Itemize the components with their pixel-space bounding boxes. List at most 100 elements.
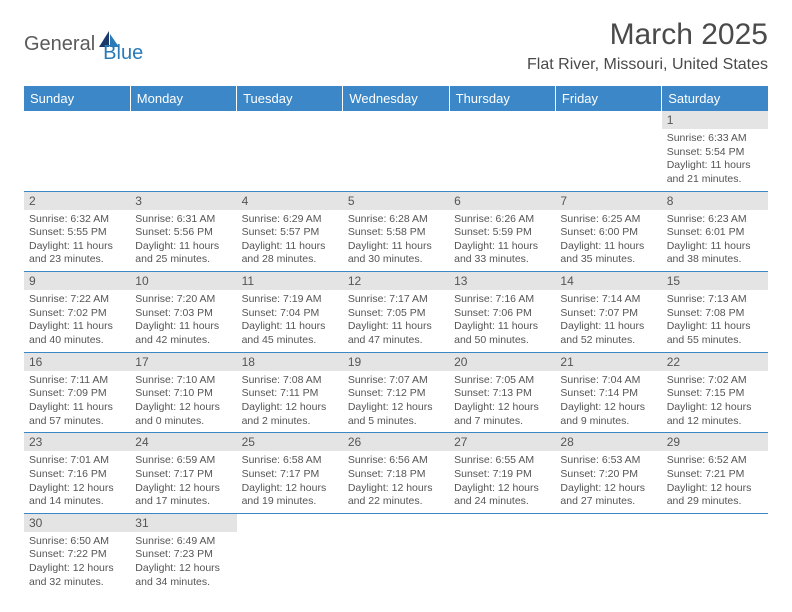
day-number: 10: [130, 272, 236, 290]
day-number: 29: [662, 433, 768, 451]
day-details: Sunrise: 6:58 AMSunset: 7:17 PMDaylight:…: [237, 451, 343, 513]
calendar-cell: 26Sunrise: 6:56 AMSunset: 7:18 PMDayligh…: [343, 433, 449, 514]
calendar-cell: 15Sunrise: 7:13 AMSunset: 7:08 PMDayligh…: [662, 272, 768, 353]
daylight-line2: and 42 minutes.: [135, 334, 231, 348]
day-number: 23: [24, 433, 130, 451]
sunset-text: Sunset: 7:20 PM: [560, 468, 656, 482]
day-number: 8: [662, 192, 768, 210]
day-details: Sunrise: 6:55 AMSunset: 7:19 PMDaylight:…: [449, 451, 555, 513]
day-details: Sunrise: 7:22 AMSunset: 7:02 PMDaylight:…: [24, 290, 130, 352]
sunset-text: Sunset: 6:00 PM: [560, 226, 656, 240]
sunset-text: Sunset: 5:55 PM: [29, 226, 125, 240]
logo: General Blue: [24, 24, 143, 65]
sunset-text: Sunset: 7:11 PM: [242, 387, 338, 401]
sunrise-text: Sunrise: 6:58 AM: [242, 454, 338, 468]
day-details: Sunrise: 7:07 AMSunset: 7:12 PMDaylight:…: [343, 371, 449, 433]
day-details: Sunrise: 6:49 AMSunset: 7:23 PMDaylight:…: [130, 532, 236, 594]
daylight-line1: Daylight: 12 hours: [29, 482, 125, 496]
calendar-cell: 14Sunrise: 7:14 AMSunset: 7:07 PMDayligh…: [555, 272, 661, 353]
col-saturday: Saturday: [662, 86, 768, 111]
calendar-cell: 13Sunrise: 7:16 AMSunset: 7:06 PMDayligh…: [449, 272, 555, 353]
daylight-line1: Daylight: 11 hours: [135, 240, 231, 254]
daylight-line2: and 23 minutes.: [29, 253, 125, 267]
daylight-line1: Daylight: 12 hours: [454, 401, 550, 415]
header: General Blue March 2025 Flat River, Miss…: [24, 18, 768, 74]
logo-text-blue: Blue: [103, 42, 143, 65]
day-number: 1: [662, 111, 768, 129]
daylight-line2: and 22 minutes.: [348, 495, 444, 509]
daylight-line1: Daylight: 12 hours: [135, 482, 231, 496]
day-details: Sunrise: 7:02 AMSunset: 7:15 PMDaylight:…: [662, 371, 768, 433]
day-number: 27: [449, 433, 555, 451]
daylight-line1: Daylight: 12 hours: [242, 482, 338, 496]
day-details: Sunrise: 6:25 AMSunset: 6:00 PMDaylight:…: [555, 210, 661, 272]
sunrise-text: Sunrise: 6:53 AM: [560, 454, 656, 468]
day-number: 6: [449, 192, 555, 210]
daylight-line1: Daylight: 12 hours: [560, 482, 656, 496]
sunrise-text: Sunrise: 7:04 AM: [560, 374, 656, 388]
sunset-text: Sunset: 7:21 PM: [667, 468, 763, 482]
daylight-line1: Daylight: 12 hours: [242, 401, 338, 415]
sunset-text: Sunset: 7:10 PM: [135, 387, 231, 401]
day-details: Sunrise: 7:20 AMSunset: 7:03 PMDaylight:…: [130, 290, 236, 352]
sunset-text: Sunset: 7:22 PM: [29, 548, 125, 562]
daylight-line2: and 5 minutes.: [348, 415, 444, 429]
sunset-text: Sunset: 7:18 PM: [348, 468, 444, 482]
logo-text-general: General: [24, 33, 95, 56]
daylight-line2: and 28 minutes.: [242, 253, 338, 267]
day-details: Sunrise: 6:32 AMSunset: 5:55 PMDaylight:…: [24, 210, 130, 272]
day-number: 11: [237, 272, 343, 290]
day-number: 9: [24, 272, 130, 290]
calendar-cell: 9Sunrise: 7:22 AMSunset: 7:02 PMDaylight…: [24, 272, 130, 353]
sunset-text: Sunset: 7:05 PM: [348, 307, 444, 321]
sunrise-text: Sunrise: 7:02 AM: [667, 374, 763, 388]
daylight-line2: and 12 minutes.: [667, 415, 763, 429]
sunset-text: Sunset: 7:12 PM: [348, 387, 444, 401]
day-number: 5: [343, 192, 449, 210]
sunrise-text: Sunrise: 7:07 AM: [348, 374, 444, 388]
month-title: March 2025: [527, 18, 768, 52]
calendar-cell: 12Sunrise: 7:17 AMSunset: 7:05 PMDayligh…: [343, 272, 449, 353]
daylight-line1: Daylight: 11 hours: [454, 240, 550, 254]
sunrise-text: Sunrise: 7:10 AM: [135, 374, 231, 388]
col-monday: Monday: [130, 86, 236, 111]
daylight-line1: Daylight: 11 hours: [29, 240, 125, 254]
calendar-cell: [343, 111, 449, 191]
daylight-line2: and 9 minutes.: [560, 415, 656, 429]
header-row: Sunday Monday Tuesday Wednesday Thursday…: [24, 86, 768, 111]
daylight-line1: Daylight: 11 hours: [348, 320, 444, 334]
day-number: 22: [662, 353, 768, 371]
daylight-line2: and 30 minutes.: [348, 253, 444, 267]
daylight-line1: Daylight: 11 hours: [348, 240, 444, 254]
sunrise-text: Sunrise: 7:16 AM: [454, 293, 550, 307]
calendar-cell: [237, 513, 343, 593]
day-number: 15: [662, 272, 768, 290]
location-subtitle: Flat River, Missouri, United States: [527, 56, 768, 74]
sunrise-text: Sunrise: 7:22 AM: [29, 293, 125, 307]
calendar-cell: 10Sunrise: 7:20 AMSunset: 7:03 PMDayligh…: [130, 272, 236, 353]
sunset-text: Sunset: 7:06 PM: [454, 307, 550, 321]
sunrise-text: Sunrise: 7:05 AM: [454, 374, 550, 388]
day-details: Sunrise: 7:14 AMSunset: 7:07 PMDaylight:…: [555, 290, 661, 352]
sunset-text: Sunset: 5:57 PM: [242, 226, 338, 240]
daylight-line2: and 29 minutes.: [667, 495, 763, 509]
sunrise-text: Sunrise: 7:11 AM: [29, 374, 125, 388]
day-details: Sunrise: 6:50 AMSunset: 7:22 PMDaylight:…: [24, 532, 130, 594]
calendar-cell: [24, 111, 130, 191]
daylight-line1: Daylight: 11 hours: [242, 240, 338, 254]
day-details: Sunrise: 7:19 AMSunset: 7:04 PMDaylight:…: [237, 290, 343, 352]
calendar-cell: 4Sunrise: 6:29 AMSunset: 5:57 PMDaylight…: [237, 191, 343, 272]
calendar-cell: 19Sunrise: 7:07 AMSunset: 7:12 PMDayligh…: [343, 352, 449, 433]
sunset-text: Sunset: 7:13 PM: [454, 387, 550, 401]
calendar-cell: 2Sunrise: 6:32 AMSunset: 5:55 PMDaylight…: [24, 191, 130, 272]
sunset-text: Sunset: 7:23 PM: [135, 548, 231, 562]
sunset-text: Sunset: 7:04 PM: [242, 307, 338, 321]
calendar-cell: [555, 111, 661, 191]
calendar-cell: [237, 111, 343, 191]
daylight-line1: Daylight: 11 hours: [29, 401, 125, 415]
col-tuesday: Tuesday: [237, 86, 343, 111]
daylight-line1: Daylight: 12 hours: [348, 482, 444, 496]
calendar-cell: 16Sunrise: 7:11 AMSunset: 7:09 PMDayligh…: [24, 352, 130, 433]
daylight-line2: and 2 minutes.: [242, 415, 338, 429]
day-details: Sunrise: 6:31 AMSunset: 5:56 PMDaylight:…: [130, 210, 236, 272]
